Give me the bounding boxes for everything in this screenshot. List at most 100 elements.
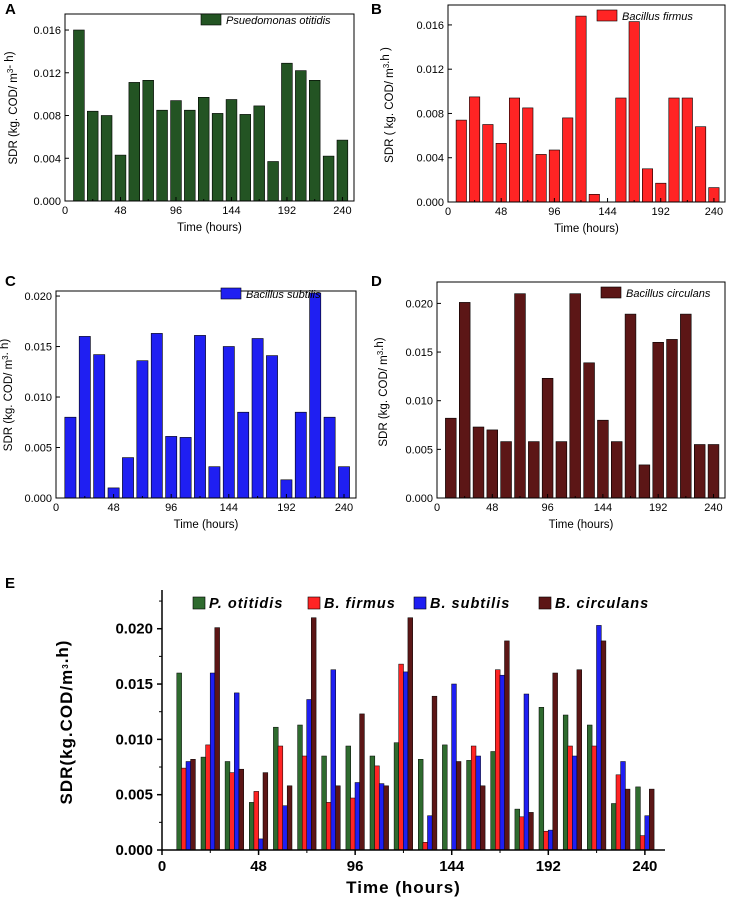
bar-180h bbox=[641, 168, 653, 203]
bar-bfirmus-48h bbox=[253, 791, 259, 851]
y-tick-label: 0.005 bbox=[24, 443, 52, 455]
bar-potitidis-240h bbox=[635, 786, 641, 851]
y-tick-label: 0.004 bbox=[33, 153, 61, 165]
legend-swatch bbox=[200, 13, 222, 26]
bar-84h bbox=[156, 109, 168, 202]
bar-228h bbox=[695, 126, 707, 203]
bar-bsubtilis-204h bbox=[572, 755, 578, 851]
x-tick-label: 48 bbox=[250, 858, 267, 875]
bar-potitidis-84h bbox=[321, 755, 327, 851]
x-axis-title: Time (hours) bbox=[177, 222, 242, 234]
bar-bcirculans-168h bbox=[504, 640, 510, 851]
bar-204h bbox=[666, 339, 678, 499]
x-tick-label: 192 bbox=[649, 502, 667, 514]
y-tick-label: 0.000 bbox=[24, 493, 52, 505]
legend-swatch bbox=[220, 287, 242, 300]
x-tick-label: 0 bbox=[53, 502, 59, 514]
bar-bcirculans-156h bbox=[480, 785, 486, 851]
y-tick-label: 0.004 bbox=[416, 153, 444, 165]
bar-48h bbox=[486, 429, 498, 499]
x-tick-label: 144 bbox=[594, 502, 612, 514]
bar-bfirmus-24h bbox=[205, 744, 211, 851]
bar-potitidis-168h bbox=[490, 751, 496, 851]
bar-96h bbox=[165, 436, 178, 499]
bar-132h bbox=[208, 466, 221, 499]
panel-d: D 0 48 96 144 192 240 0.000 0.005 0.010 0.015 0.020… bbox=[371, 273, 726, 531]
bar-216h bbox=[309, 292, 322, 499]
bar-bcirculans-144h bbox=[455, 761, 462, 851]
x-axis-title: Time (hours) bbox=[346, 878, 461, 897]
bar-potitidis-12h bbox=[176, 672, 182, 851]
bar-240h bbox=[707, 444, 720, 499]
x-tick-label: 144 bbox=[598, 206, 616, 218]
y-axis-title: SDR(kg.COD/m3.h) bbox=[53, 640, 76, 805]
x-tick-label: 48 bbox=[486, 502, 498, 514]
bar-240h bbox=[338, 466, 350, 499]
bar-24h bbox=[469, 96, 481, 203]
bar-bfirmus-60h bbox=[277, 745, 284, 851]
bar-bsubtilis-120h bbox=[403, 671, 409, 851]
bar-bfirmus-240h bbox=[639, 835, 646, 851]
bar-potitidis-144h bbox=[442, 744, 448, 851]
x-tick-label: 48 bbox=[495, 206, 507, 218]
bar-bfirmus-108h bbox=[374, 765, 380, 851]
bar-72h bbox=[136, 360, 149, 499]
bar-potitidis-132h bbox=[418, 759, 424, 851]
bar-192h bbox=[652, 341, 664, 499]
bar-bfirmus-132h bbox=[422, 842, 428, 851]
bar-36h bbox=[93, 354, 106, 499]
y-tick-label: 0.010 bbox=[405, 396, 433, 408]
bar-216h bbox=[681, 97, 693, 203]
bar-72h bbox=[142, 80, 154, 202]
bar-12h bbox=[445, 417, 457, 499]
bar-bfirmus-156h bbox=[470, 745, 477, 851]
x-tick-label: 0 bbox=[445, 206, 451, 218]
x-tick-label: 144 bbox=[220, 502, 238, 514]
x-tick-label: 48 bbox=[107, 502, 119, 514]
bar-bfirmus-72h bbox=[301, 755, 308, 851]
y-axis-title: SDR (kg. COD/ m3. h) bbox=[0, 339, 15, 452]
bar-60h bbox=[122, 457, 134, 499]
bar-96h bbox=[170, 100, 182, 202]
panel-letter: B bbox=[371, 1, 382, 18]
bar-60h bbox=[508, 97, 520, 203]
bar-156h bbox=[615, 97, 627, 203]
y-tick-label: 0.000 bbox=[115, 842, 153, 859]
bar-bcirculans-96h bbox=[359, 713, 365, 851]
y-tick-label: 0.008 bbox=[416, 108, 444, 120]
legend-label: B. firmus bbox=[324, 596, 396, 612]
legend-label: P. otitidis bbox=[209, 596, 283, 612]
bar-bfirmus-84h bbox=[326, 802, 332, 851]
bar-12h bbox=[73, 29, 85, 202]
y-tick-label: 0.015 bbox=[405, 347, 433, 359]
plot-frame bbox=[55, 290, 357, 499]
bar-84h bbox=[528, 441, 540, 499]
bar-bsubtilis-36h bbox=[234, 692, 240, 851]
y-tick-label: 0.010 bbox=[24, 392, 52, 404]
x-tick-label: 192 bbox=[536, 858, 561, 875]
x-tick-label: 192 bbox=[652, 206, 670, 218]
bar-bsubtilis-96h bbox=[354, 782, 361, 851]
legend-label: B. circulans bbox=[555, 596, 649, 612]
bar-bfirmus-36h bbox=[229, 772, 235, 851]
bar-132h bbox=[588, 194, 600, 203]
y-tick-label: 0.012 bbox=[416, 64, 444, 76]
x-tick-label: 240 bbox=[333, 205, 351, 217]
bar-bsubtilis-156h bbox=[475, 755, 481, 851]
bar-bsubtilis-12h bbox=[185, 761, 192, 851]
bar-204h bbox=[295, 70, 307, 202]
x-tick-label: 96 bbox=[165, 502, 177, 514]
plot-frame bbox=[436, 281, 726, 499]
bar-48h bbox=[495, 143, 507, 203]
bar-120h bbox=[575, 15, 587, 203]
bar-bsubtilis-84h bbox=[330, 669, 336, 851]
x-tick-label: 96 bbox=[170, 205, 182, 217]
bar-156h bbox=[239, 114, 251, 202]
y-tick-label: 0.008 bbox=[33, 111, 61, 123]
legend-swatch bbox=[192, 596, 206, 610]
bar-180h bbox=[638, 464, 651, 499]
bar-108h bbox=[184, 109, 196, 202]
bar-bcirculans-240h bbox=[649, 788, 655, 851]
bar-216h bbox=[680, 313, 692, 499]
